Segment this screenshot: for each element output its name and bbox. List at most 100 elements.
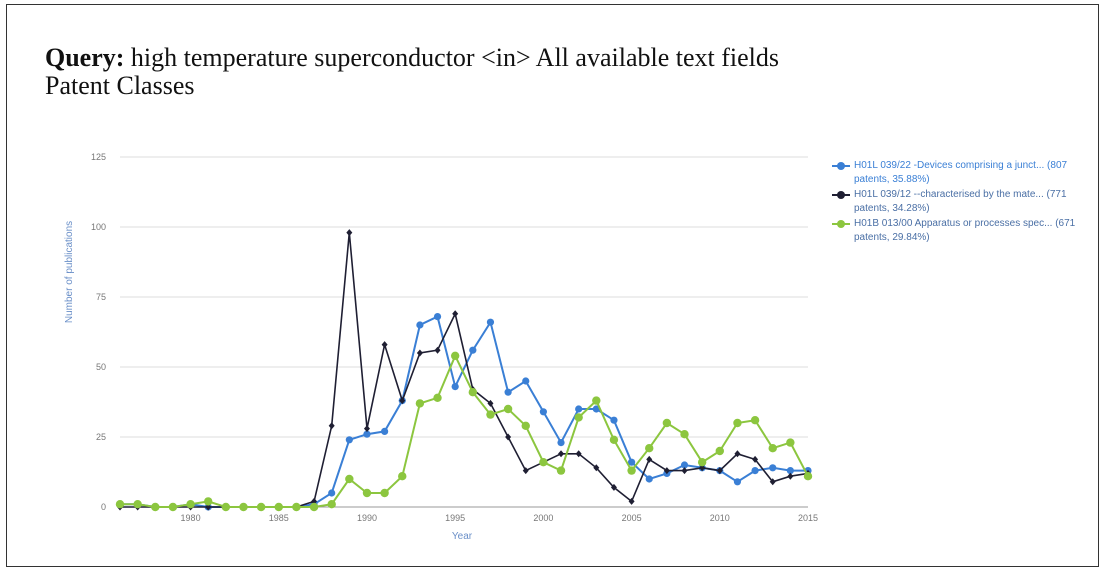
data-point[interactable] [521, 421, 530, 430]
data-point[interactable] [609, 435, 619, 444]
data-point[interactable] [239, 502, 248, 512]
data-point[interactable] [558, 450, 565, 458]
data-point[interactable] [733, 478, 742, 486]
data-point[interactable] [450, 351, 460, 360]
data-point[interactable] [787, 472, 794, 480]
legend-label: H01L 039/22 -Devices comprising a junct.… [854, 160, 1068, 185]
x-tick-label: 2015 [798, 513, 818, 523]
data-point[interactable] [556, 466, 566, 475]
data-point[interactable] [680, 461, 689, 469]
data-point[interactable] [574, 413, 583, 422]
data-point[interactable] [769, 464, 777, 472]
data-point[interactable] [627, 466, 636, 475]
y-tick-label: 25 [96, 432, 106, 442]
data-point[interactable] [469, 346, 477, 354]
data-point[interactable] [434, 346, 441, 354]
data-point[interactable] [715, 446, 724, 456]
data-point[interactable] [522, 377, 530, 385]
data-point[interactable] [504, 388, 512, 396]
data-point[interactable] [645, 444, 654, 453]
y-tick-label: 100 [91, 222, 106, 232]
data-point[interactable] [168, 502, 178, 512]
data-point[interactable] [363, 430, 371, 438]
data-point[interactable] [151, 502, 160, 512]
data-point[interactable] [186, 500, 195, 509]
data-point[interactable] [487, 399, 494, 407]
data-point[interactable] [346, 229, 353, 237]
series-line [120, 353, 809, 508]
data-point[interactable] [803, 472, 813, 481]
data-point[interactable] [381, 341, 388, 349]
data-point[interactable] [539, 458, 548, 467]
data-point[interactable] [592, 405, 600, 413]
legend-item-h01l-039-22[interactable]: H01L 039/22 -Devices comprising a junct.… [832, 159, 1094, 187]
data-point[interactable] [505, 433, 512, 441]
data-point[interactable] [345, 474, 354, 484]
data-point[interactable] [681, 467, 688, 475]
data-point[interactable] [627, 458, 636, 466]
data-point[interactable] [133, 500, 142, 509]
data-point[interactable] [433, 393, 442, 402]
data-point[interactable] [662, 418, 672, 428]
data-point[interactable] [751, 467, 759, 475]
data-point[interactable] [486, 318, 495, 326]
x-axis-title: Year [452, 531, 473, 542]
data-point[interactable] [345, 436, 353, 444]
data-point[interactable] [663, 467, 670, 475]
data-point[interactable] [716, 467, 723, 475]
data-point[interactable] [328, 489, 336, 497]
data-point[interactable] [292, 502, 301, 512]
data-point[interactable] [380, 488, 389, 498]
legend-item-h01b-013-00[interactable]: H01B 013/00 Apparatus or processes spec.… [832, 217, 1094, 245]
data-point[interactable] [399, 397, 406, 405]
legend-swatch-green [832, 220, 850, 228]
data-point[interactable] [398, 472, 407, 481]
data-point[interactable] [486, 410, 495, 419]
x-axis-ticks: 1980 1985 1990 1995 2000 2005 2010 2015 [181, 513, 818, 523]
data-point[interactable] [768, 444, 777, 453]
data-point[interactable] [592, 396, 601, 405]
data-point[interactable] [628, 497, 635, 505]
data-point[interactable] [750, 416, 760, 425]
data-point[interactable] [697, 458, 707, 467]
y-tick-label: 75 [96, 292, 106, 302]
x-tick-label: 1995 [445, 513, 465, 523]
legend-item-h01l-039-12[interactable]: H01L 039/12 --characterised by the mate.… [832, 188, 1094, 216]
data-point[interactable] [381, 427, 389, 435]
data-point[interactable] [593, 464, 600, 472]
data-point[interactable] [769, 478, 776, 486]
data-point[interactable] [539, 408, 547, 416]
data-point[interactable] [645, 475, 653, 483]
data-point[interactable] [575, 405, 583, 413]
data-point[interactable] [610, 483, 617, 491]
data-point[interactable] [115, 500, 125, 509]
data-point[interactable] [646, 455, 653, 463]
data-point[interactable] [557, 439, 565, 447]
data-point[interactable] [363, 425, 370, 433]
data-point[interactable] [415, 399, 425, 408]
data-point[interactable] [610, 416, 618, 424]
data-point[interactable] [204, 497, 213, 506]
data-point[interactable] [309, 502, 319, 512]
data-point[interactable] [221, 502, 231, 512]
data-point[interactable] [416, 321, 424, 329]
data-point[interactable] [575, 450, 582, 458]
data-point[interactable] [416, 349, 423, 357]
data-point[interactable] [680, 430, 689, 439]
data-point[interactable] [786, 438, 795, 447]
data-point[interactable] [327, 500, 336, 509]
data-point[interactable] [786, 467, 794, 475]
data-point[interactable] [274, 502, 283, 512]
data-point[interactable] [362, 488, 372, 498]
data-point[interactable] [522, 467, 529, 475]
data-point[interactable] [734, 450, 741, 458]
data-point[interactable] [433, 313, 442, 321]
data-point[interactable] [752, 455, 759, 463]
data-point[interactable] [452, 310, 459, 318]
data-point[interactable] [451, 383, 459, 391]
data-point[interactable] [328, 422, 335, 430]
data-point[interactable] [503, 404, 513, 414]
data-point[interactable] [733, 418, 742, 428]
data-point[interactable] [256, 502, 266, 512]
data-point[interactable] [468, 388, 478, 397]
